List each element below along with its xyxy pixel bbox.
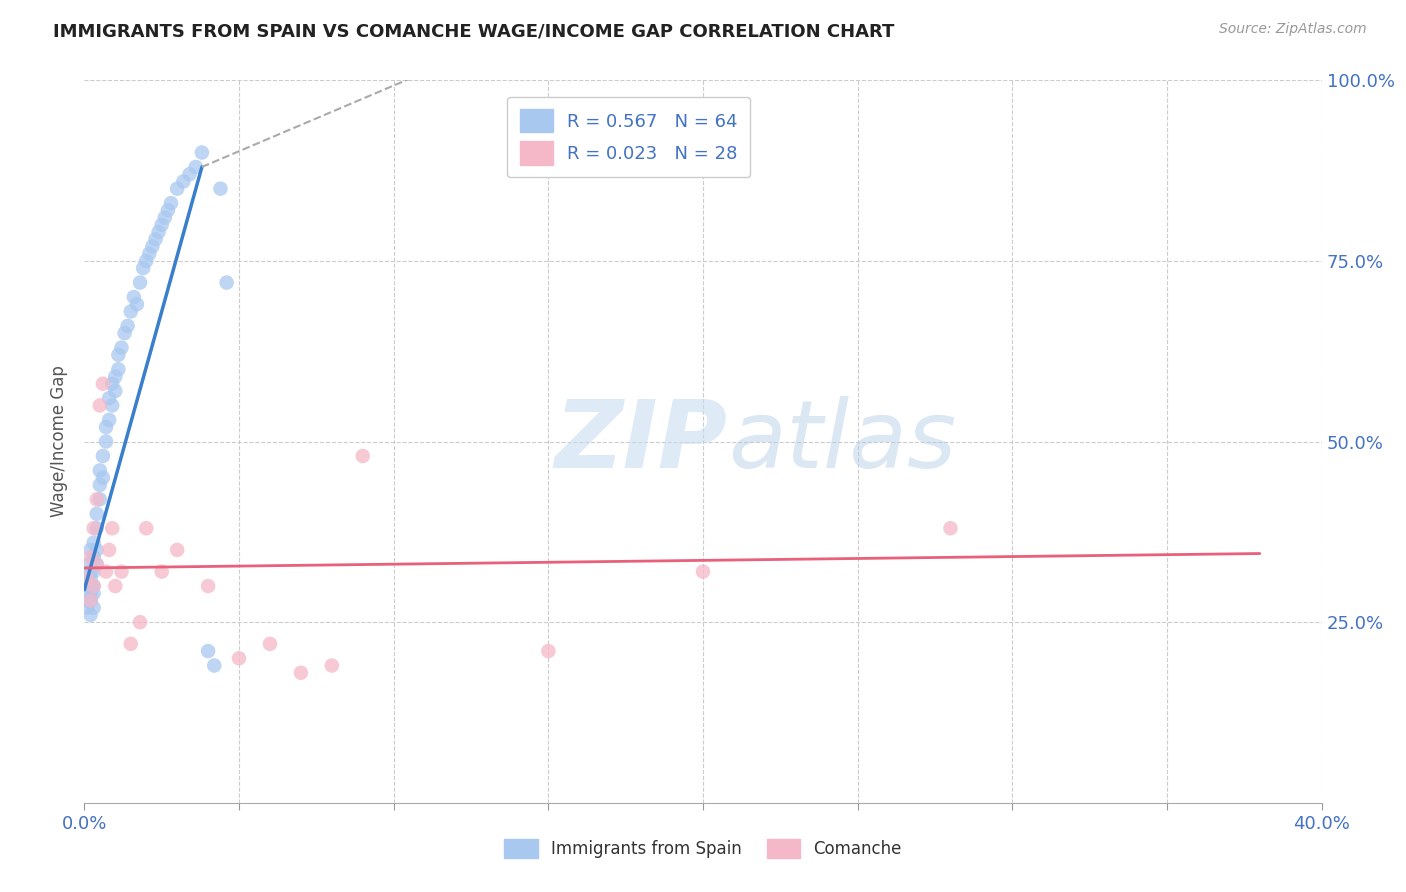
Point [86,492,108,507]
Point [110,341,132,355]
Point [101,398,124,412]
Point [86,507,108,521]
Point [91,376,114,391]
Point [184,160,207,174]
Point [120,304,142,318]
Point [107,362,129,376]
Point [79,607,101,622]
Point [79,593,101,607]
Point [209,182,232,196]
Point [83,521,105,535]
Point [76,579,98,593]
Text: atlas: atlas [728,396,956,487]
Text: Source: ZipAtlas.com: Source: ZipAtlas.com [1219,22,1367,37]
Point [179,167,201,181]
Point [110,565,132,579]
Point [76,600,98,615]
Point [86,542,108,557]
Point [197,579,219,593]
Point [122,290,145,304]
Point [79,550,101,565]
Point [101,376,124,391]
Point [79,593,101,607]
Point [94,434,117,449]
Point [76,572,98,586]
Point [537,644,560,658]
Point [129,615,152,630]
Point [692,565,714,579]
Point [83,579,105,593]
Point [83,579,105,593]
Point [89,478,111,492]
Point [83,600,105,615]
Point [166,182,188,196]
Y-axis label: Wage/Income Gap: Wage/Income Gap [49,366,67,517]
Point [132,261,155,276]
Point [76,558,98,572]
Point [79,565,101,579]
Point [160,196,183,211]
Point [135,521,157,535]
Point [83,565,105,579]
Point [86,558,108,572]
Point [104,384,127,398]
Point [89,398,111,412]
Point [83,550,105,565]
Point [290,665,312,680]
Point [125,297,148,311]
Point [150,565,173,579]
Point [98,542,121,557]
Point [321,658,343,673]
Point [79,572,101,586]
Point [145,232,167,246]
Point [79,542,101,557]
Point [129,276,152,290]
Point [107,348,129,362]
Point [89,492,111,507]
Point [939,521,962,535]
Point [79,586,101,600]
Point [215,276,238,290]
Point [148,225,170,239]
Point [104,579,127,593]
Legend: R = 0.567   N = 64, R = 0.023   N = 28: R = 0.567 N = 64, R = 0.023 N = 28 [508,96,751,178]
Point [89,463,111,477]
Point [79,579,101,593]
Point [94,565,117,579]
Point [83,535,105,549]
Point [86,558,108,572]
Point [114,326,136,340]
Point [98,413,121,427]
Point [79,593,101,607]
Point [94,420,117,434]
Point [104,369,127,384]
Point [153,211,176,225]
Point [156,203,179,218]
Point [259,637,281,651]
Point [352,449,374,463]
Point [98,391,121,405]
Point [135,253,157,268]
Point [91,470,114,484]
Point [202,658,225,673]
Point [150,218,173,232]
Text: IMMIGRANTS FROM SPAIN VS COMANCHE WAGE/INCOME GAP CORRELATION CHART: IMMIGRANTS FROM SPAIN VS COMANCHE WAGE/I… [53,22,894,40]
Point [101,521,124,535]
Point [228,651,250,665]
Point [172,174,194,188]
Point [120,637,142,651]
Point [91,449,114,463]
Point [76,593,98,607]
Point [117,318,139,333]
Point [166,542,188,557]
Point [83,586,105,600]
Point [141,239,163,253]
Point [138,246,160,260]
Point [191,145,214,160]
Point [197,644,219,658]
Point [76,572,98,586]
Text: ZIP: ZIP [555,395,728,488]
Point [86,521,108,535]
